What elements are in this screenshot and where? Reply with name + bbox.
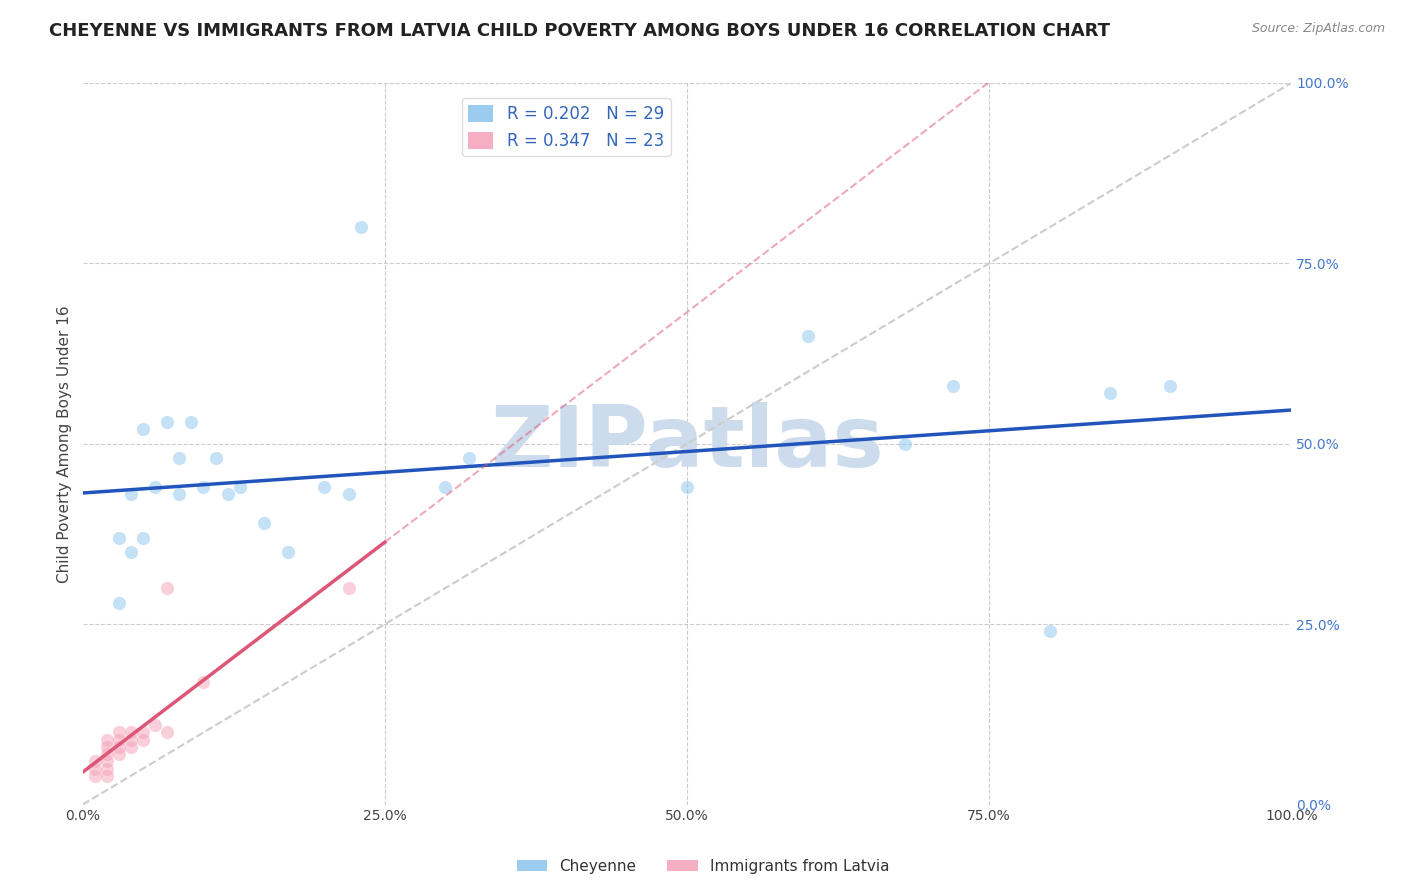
Point — [143, 718, 166, 732]
Point — [337, 581, 360, 595]
Legend: Cheyenne, Immigrants from Latvia: Cheyenne, Immigrants from Latvia — [510, 853, 896, 880]
Point — [108, 531, 131, 545]
Point — [156, 415, 179, 429]
Text: ZIPatlas: ZIPatlas — [491, 402, 884, 485]
Point — [96, 769, 118, 783]
Point — [120, 545, 142, 559]
Point — [96, 739, 118, 754]
Legend: R = 0.202   N = 29, R = 0.347   N = 23: R = 0.202 N = 29, R = 0.347 N = 23 — [461, 98, 671, 156]
Y-axis label: Child Poverty Among Boys Under 16: Child Poverty Among Boys Under 16 — [58, 305, 72, 582]
Point — [120, 739, 142, 754]
Point — [108, 596, 131, 610]
Text: CHEYENNE VS IMMIGRANTS FROM LATVIA CHILD POVERTY AMONG BOYS UNDER 16 CORRELATION: CHEYENNE VS IMMIGRANTS FROM LATVIA CHILD… — [49, 22, 1111, 40]
Point — [1159, 379, 1181, 393]
Point — [180, 415, 202, 429]
Point — [156, 725, 179, 739]
Point — [193, 480, 215, 494]
Point — [1098, 386, 1121, 401]
Point — [120, 725, 142, 739]
Point — [132, 531, 155, 545]
Text: Source: ZipAtlas.com: Source: ZipAtlas.com — [1251, 22, 1385, 36]
Point — [193, 674, 215, 689]
Point — [797, 328, 820, 343]
Point — [277, 545, 299, 559]
Point — [132, 422, 155, 436]
Point — [132, 725, 155, 739]
Point — [229, 480, 252, 494]
Point — [434, 480, 457, 494]
Point — [253, 516, 276, 531]
Point — [942, 379, 965, 393]
Point — [83, 762, 105, 776]
Point — [96, 762, 118, 776]
Point — [108, 732, 131, 747]
Point — [893, 437, 915, 451]
Point — [83, 769, 105, 783]
Point — [314, 480, 336, 494]
Point — [108, 739, 131, 754]
Point — [156, 581, 179, 595]
Point — [108, 725, 131, 739]
Point — [169, 451, 191, 466]
Point — [676, 480, 699, 494]
Point — [120, 732, 142, 747]
Point — [337, 487, 360, 501]
Point — [169, 487, 191, 501]
Point — [349, 220, 371, 235]
Point — [217, 487, 239, 501]
Point — [143, 480, 166, 494]
Point — [96, 747, 118, 761]
Point — [120, 487, 142, 501]
Point — [108, 747, 131, 761]
Point — [96, 754, 118, 768]
Point — [83, 754, 105, 768]
Point — [132, 732, 155, 747]
Point — [1039, 624, 1062, 639]
Point — [96, 732, 118, 747]
Point — [458, 451, 481, 466]
Point — [204, 451, 226, 466]
